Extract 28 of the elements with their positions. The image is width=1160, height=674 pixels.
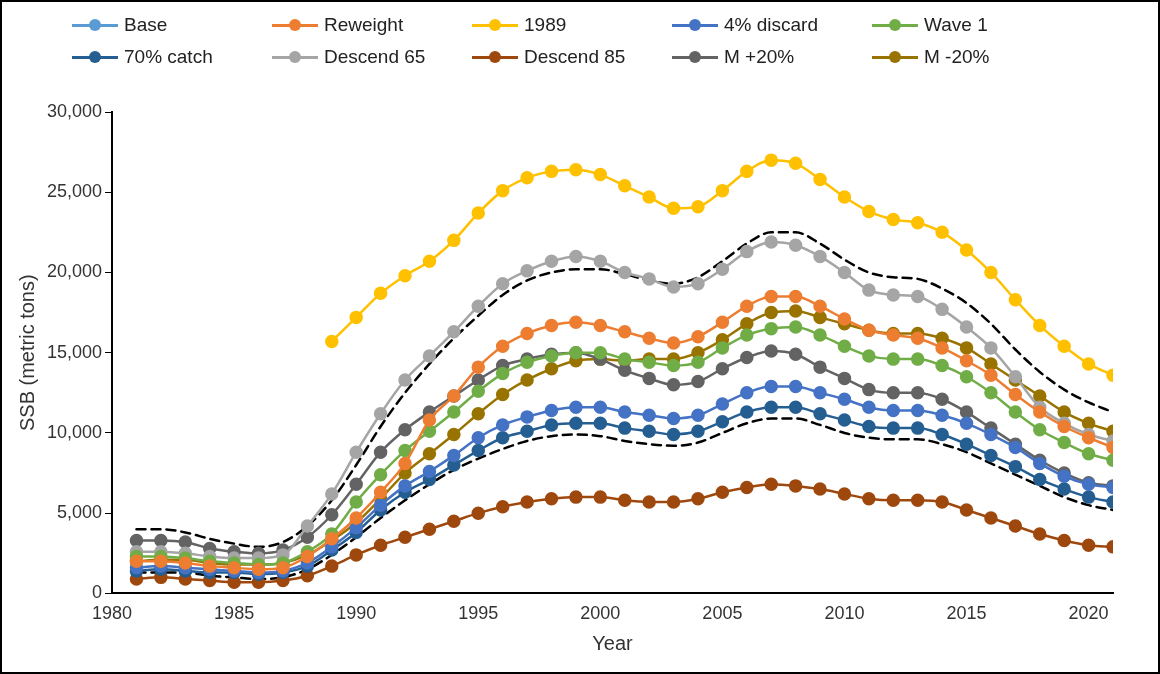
x-tick-label: 2000 [580, 603, 621, 624]
y-tick-label: 20,000 [46, 261, 103, 282]
x-tick-label: 2020 [1068, 603, 1109, 624]
legend-label: M +20% [724, 46, 795, 68]
x-tick-label: 2015 [946, 603, 987, 624]
x-tick-label: 2005 [702, 603, 743, 624]
y-tick-label: 30,000 [46, 100, 103, 121]
legend-label: 70% catch [124, 46, 213, 68]
y-tick-label: 10,000 [46, 421, 103, 442]
x-tick-label: 1990 [336, 603, 377, 624]
legend-label: 1989 [524, 14, 567, 36]
y-tick-label: 5,000 [57, 502, 103, 523]
legend-label: Reweight [324, 14, 404, 36]
x-tick-label: 1980 [92, 603, 133, 624]
legend-label: Wave 1 [924, 14, 988, 36]
y-axis-title: SSB (metric tons) [15, 274, 38, 432]
x-tick-label: 1995 [458, 603, 499, 624]
y-tick-label: 15,000 [46, 341, 103, 362]
x-axis-title: Year [592, 631, 634, 654]
x-tick-label: 2010 [824, 603, 865, 624]
legend-label: Descend 85 [524, 46, 626, 68]
y-tick-label: 25,000 [46, 181, 103, 202]
y-tick-label: 0 [92, 582, 103, 603]
legend-label: Base [124, 14, 168, 36]
legend-label: M -20% [924, 46, 990, 68]
legend-label: 4% discard [724, 14, 818, 36]
x-tick-label: 1985 [214, 603, 255, 624]
legend-label: Descend 65 [324, 46, 426, 68]
